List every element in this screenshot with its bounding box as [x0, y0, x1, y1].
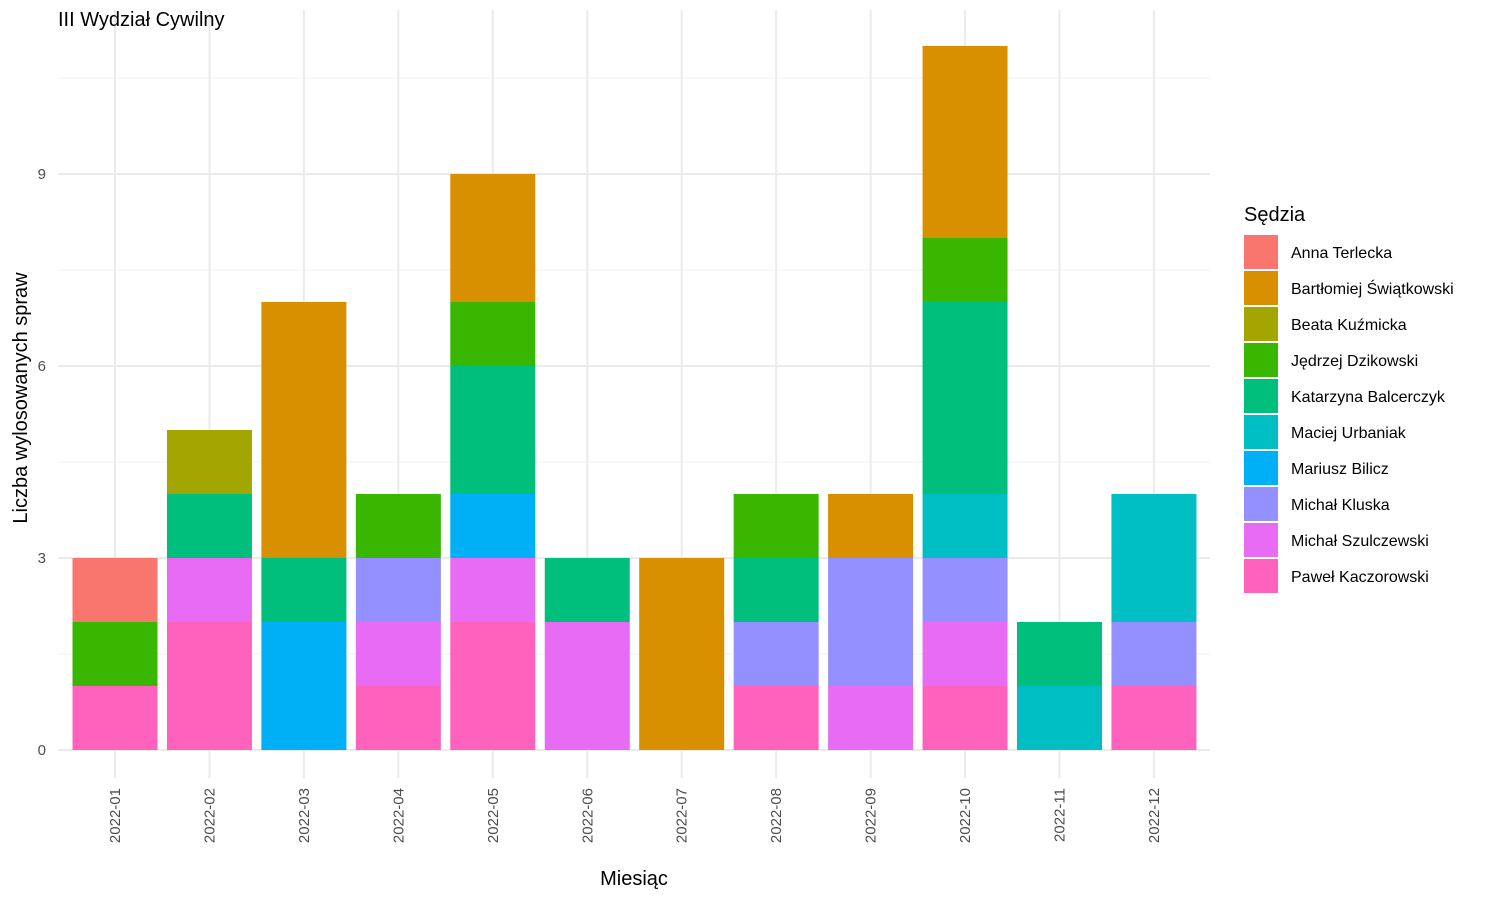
bar-segment: Katarzyna Balcerczyk — 2022-06: 1 [544, 558, 630, 622]
bar-segment: Mariusz Bilicz — 2022-03: 2 [261, 622, 347, 750]
legend-swatch [1244, 271, 1278, 305]
legend-item: Michał Kluska [1244, 487, 1390, 521]
bar-segment: Michał Kluska — 2022-09: 2 [828, 558, 914, 686]
x-tick-label: 2022-12 [1146, 788, 1163, 843]
bar-segment: Jędrzej Dzikowski — 2022-05: 1 [450, 302, 536, 366]
legend-item: Katarzyna Balcerczyk [1244, 379, 1446, 413]
bar-segment: Paweł Kaczorowski — 2022-01: 1 [72, 686, 158, 750]
legend-label: Mariusz Bilicz [1291, 461, 1389, 478]
bar-segment: Bartłomiej Świątkowski — 2022-09: 1 [828, 494, 914, 558]
bar-segment: Michał Szulczewski — 2022-10: 1 [922, 622, 1008, 686]
chart-title: III Wydział Cywilny [58, 9, 225, 31]
bar-segment: Katarzyna Balcerczyk — 2022-05: 2 [450, 366, 536, 494]
bar-segment: Michał Kluska — 2022-12: 1 [1111, 622, 1197, 686]
bar-segment: Paweł Kaczorowski — 2022-02: 2 [166, 622, 252, 750]
x-tick-label: 2022-05 [485, 788, 502, 843]
legend-label: Michał Kluska [1291, 497, 1390, 514]
bar-segment: Paweł Kaczorowski — 2022-10: 1 [922, 686, 1008, 750]
bar-segment: Bartłomiej Świątkowski — 2022-03: 4 [261, 302, 347, 558]
x-tick-label: 2022-08 [768, 788, 785, 843]
legend-item: Jędrzej Dzikowski [1244, 343, 1418, 377]
y-tick-label: 6 [38, 358, 46, 375]
legend-label: Jędrzej Dzikowski [1291, 353, 1418, 370]
bar-segment: Jędrzej Dzikowski — 2022-01: 1 [72, 622, 158, 686]
x-tick-label: 2022-01 [107, 788, 124, 843]
legend: Sędzia Anna Terlecka Bartłomiej Świątkows… [1244, 204, 1454, 593]
legend-swatch [1244, 307, 1278, 341]
legend-item: Michał Szulczewski [1244, 523, 1429, 557]
bar-segment: Beata Kuźmicka — 2022-02: 1 [166, 430, 252, 494]
bar-segment: Michał Szulczewski — 2022-05: 1 [450, 558, 536, 622]
legend-swatch [1244, 523, 1278, 557]
legend-swatch [1244, 487, 1278, 521]
legend-label: Michał Szulczewski [1291, 533, 1429, 550]
legend-item: Mariusz Bilicz [1244, 451, 1389, 485]
bar-segment: Michał Kluska — 2022-10: 1 [922, 558, 1008, 622]
x-tick-label: 2022-07 [674, 788, 691, 843]
legend-items: Anna Terlecka Bartłomiej Świątkowski Beata… [1244, 235, 1454, 593]
x-tick-label: 2022-11 [1052, 788, 1069, 842]
x-tick-label: 2022-02 [201, 788, 218, 843]
legend-swatch [1244, 379, 1278, 413]
bars: Paweł Kaczorowski — 2022-01: 1Jędrzej Dz… [72, 46, 1197, 750]
bar-segment: Michał Kluska — 2022-08: 1 [733, 622, 819, 686]
bar-segment: Michał Szulczewski — 2022-04: 1 [355, 622, 441, 686]
legend-swatch [1244, 343, 1278, 377]
x-tick-label: 2022-06 [579, 788, 596, 843]
bar-segment: Paweł Kaczorowski — 2022-05: 2 [450, 622, 536, 750]
legend-label: Anna Terlecka [1291, 245, 1392, 262]
bar-segment: Katarzyna Balcerczyk — 2022-11: 1 [1017, 622, 1102, 686]
legend-item: Maciej Urbaniak [1244, 415, 1407, 449]
legend-swatch [1244, 235, 1278, 269]
legend-item: Paweł Kaczorowski [1244, 559, 1429, 593]
legend-title: Sędzia [1244, 204, 1306, 226]
legend-item: Bartłomiej Świątkowski [1244, 271, 1454, 305]
bar-segment: Jędrzej Dzikowski — 2022-10: 1 [922, 238, 1008, 302]
y-axis-title: Liczba wylosowanych spraw [10, 272, 32, 524]
bar-segment: Paweł Kaczorowski — 2022-04: 1 [355, 686, 441, 750]
x-tick-label: 2022-10 [957, 788, 974, 843]
legend-label: Katarzyna Balcerczyk [1291, 389, 1446, 406]
bar-segment: Michał Szulczewski — 2022-06: 2 [544, 622, 630, 750]
bar-segment: Jędrzej Dzikowski — 2022-08: 1 [733, 494, 819, 558]
y-tick-label: 9 [38, 166, 46, 183]
bar-segment: Michał Kluska — 2022-04: 1 [355, 558, 441, 622]
legend-label: Maciej Urbaniak [1291, 425, 1407, 442]
bar-segment: Michał Szulczewski — 2022-09: 1 [828, 686, 914, 750]
bar-segment: Paweł Kaczorowski — 2022-12: 1 [1111, 686, 1197, 750]
x-tick-label: 2022-04 [390, 788, 407, 843]
bar-segment: Maciej Urbaniak — 2022-12: 2 [1111, 494, 1197, 622]
y-tick-label: 3 [38, 550, 46, 567]
legend-swatch [1244, 415, 1278, 449]
bar-segment: Katarzyna Balcerczyk — 2022-02: 1 [166, 494, 252, 558]
bar-segment: Bartłomiej Świątkowski — 2022-07: 3 [639, 558, 725, 750]
bar-segment: Maciej Urbaniak — 2022-11: 1 [1017, 686, 1102, 750]
legend-item: Anna Terlecka [1244, 235, 1392, 269]
legend-item: Beata Kuźmicka [1244, 307, 1407, 341]
bar-segment: Katarzyna Balcerczyk — 2022-10: 3 [922, 302, 1008, 494]
x-tick-label: 2022-09 [863, 788, 880, 843]
legend-label: Bartłomiej Świątkowski [1291, 279, 1454, 298]
bar-segment: Michał Szulczewski — 2022-02: 1 [166, 558, 252, 622]
bar-segment: Paweł Kaczorowski — 2022-08: 1 [733, 686, 819, 750]
bar-segment: Katarzyna Balcerczyk — 2022-08: 1 [733, 558, 819, 622]
bar-segment: Bartłomiej Świątkowski — 2022-05: 2 [450, 174, 536, 302]
legend-swatch [1244, 559, 1278, 593]
bar-segment: Mariusz Bilicz — 2022-05: 1 [450, 494, 536, 558]
tick-labels: 0 3 6 9 2022-01 2022-02 2022-03 2022-04 2022-05 2… [38, 166, 1163, 843]
x-tick-label: 2022-03 [296, 788, 313, 843]
y-tick-label: 0 [38, 742, 46, 759]
bar-segment: Katarzyna Balcerczyk — 2022-03: 1 [261, 558, 347, 622]
bar-segment: Jędrzej Dzikowski — 2022-04: 1 [355, 494, 441, 558]
x-axis-title: Miesiąc [600, 868, 668, 890]
bar-segment: Maciej Urbaniak — 2022-10: 1 [922, 494, 1008, 558]
bar-segment: Anna Terlecka — 2022-01: 1 [72, 558, 158, 622]
legend-label: Beata Kuźmicka [1291, 317, 1407, 334]
bar-segment: Bartłomiej Świątkowski — 2022-10: 3 [922, 46, 1008, 238]
legend-label: Paweł Kaczorowski [1291, 569, 1429, 586]
legend-swatch [1244, 451, 1278, 485]
